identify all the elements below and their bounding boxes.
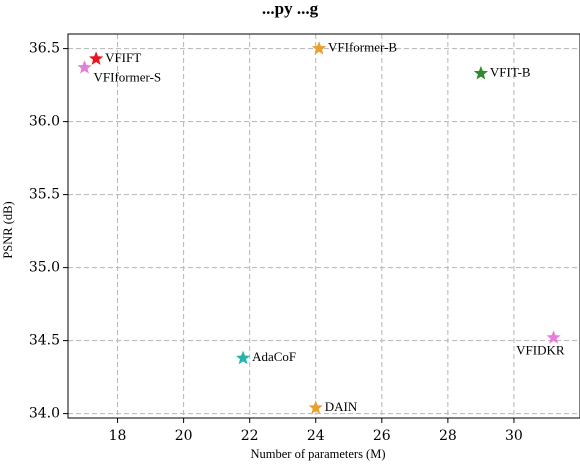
x-tick-label: 22	[241, 428, 259, 444]
x-tick-label: 20	[175, 428, 193, 444]
y-tick-label: 36.0	[29, 114, 60, 130]
point-vfiformer-b	[311, 41, 327, 55]
point-label-vfidkr: VFIDKR	[516, 343, 565, 358]
y-axis-title: PSNR (dB)	[1, 201, 15, 258]
point-vfift	[88, 51, 104, 65]
chart-title: ...py ...g	[262, 0, 319, 18]
point-vfidkr	[546, 330, 561, 344]
y-tick-label: 36.5	[29, 41, 60, 57]
point-label-adacof: AdaCoF	[252, 349, 296, 364]
y-tick-label: 35.5	[29, 187, 60, 203]
y-tick-label: 34.0	[29, 406, 60, 422]
grid-lines	[68, 34, 580, 418]
x-tick-label: 18	[109, 428, 127, 444]
x-axis-title: Number of parameters (M)	[250, 447, 385, 461]
x-tick-label: 26	[373, 428, 391, 444]
point-vfit-b	[473, 65, 489, 80]
point-adacof	[235, 350, 251, 365]
point-vfiformer-s	[77, 60, 92, 74]
x-tick-label: 24	[307, 428, 325, 444]
axis-ticks: 18 20 22 24 26 28 30 34.0 34.5 35.0 35.5 36.0 36.5	[29, 41, 523, 444]
point-label-vfift: VFIFT	[105, 50, 141, 65]
x-tick-label: 30	[505, 428, 523, 444]
point-label-vfit-b: VFIT-B	[490, 64, 531, 79]
point-label-dain: DAIN	[325, 399, 358, 414]
y-tick-label: 34.5	[29, 333, 60, 349]
plot-frame	[67, 33, 580, 419]
y-tick-label: 35.0	[29, 260, 60, 276]
point-label-vfiformer-b: VFIformer-B	[328, 40, 397, 55]
data-points: VFIFT VFIformer-S VFIformer-B VFIT-B VFIDKR A…	[77, 40, 565, 414]
point-dain	[308, 400, 323, 414]
x-tick-label: 28	[439, 428, 457, 444]
point-label-vfiformer-s: VFIformer-S	[94, 70, 162, 85]
